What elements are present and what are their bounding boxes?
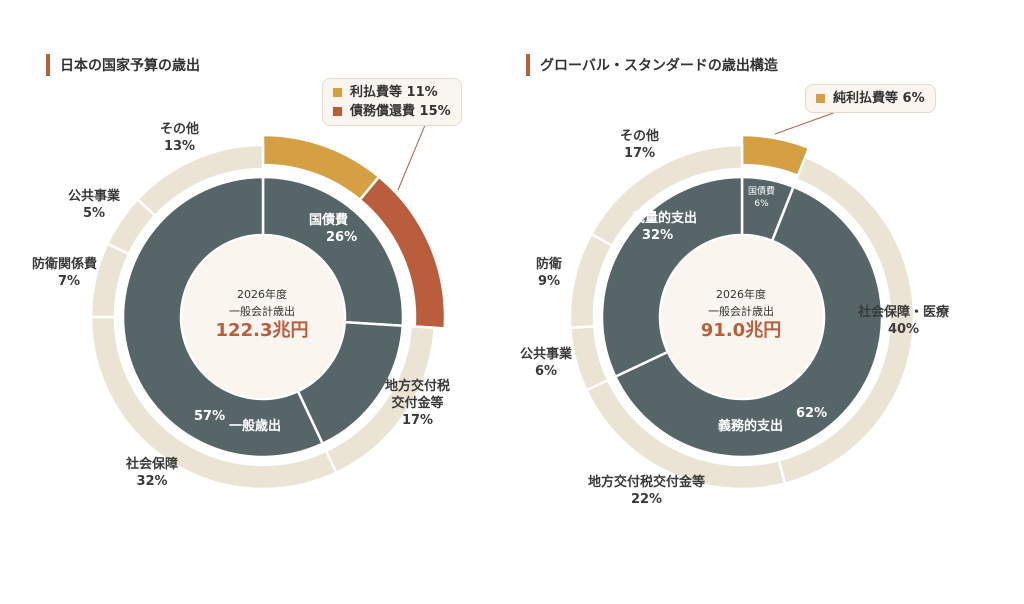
label-ippan-pct: 57%	[194, 409, 226, 424]
label-kokusaihi: 国債費 26%	[300, 212, 357, 246]
legend-swatch	[333, 88, 342, 97]
right-center-summary: 2026年度 一般会計歳出 91.0兆円	[676, 286, 806, 341]
label-ippan-name: 一般歳出	[229, 419, 282, 434]
label-name: 社会保障	[126, 457, 179, 472]
center-year: 2026年度	[716, 288, 766, 301]
label-shakaihosho-iryou: 社会保障・医療 40%	[858, 304, 949, 338]
legend-label: 債務償還費 15%	[350, 104, 451, 119]
center-total: 91.0兆円	[700, 320, 782, 341]
label-name-1: 地方交付税	[385, 379, 451, 394]
label-pct: 6%	[534, 364, 558, 379]
label-name-2: 交付金等	[391, 396, 444, 411]
inner-slice-0	[261, 175, 405, 328]
label-name: 公共事業	[68, 189, 121, 204]
label-pct: 32%	[642, 228, 674, 243]
legend-leader-line	[774, 111, 837, 135]
legend-label: 純利払費等 6%	[833, 91, 925, 106]
label-pct: 26%	[326, 230, 358, 245]
label-name: 防衛	[536, 257, 563, 272]
label-name: 国債費	[309, 213, 349, 228]
left-center-summary: 2026年度 一般会計歳出 122.3兆円	[197, 286, 327, 341]
title-accent-bar	[46, 54, 50, 76]
label-name: 地方交付税交付金等	[588, 475, 706, 490]
label-pct: 13%	[163, 139, 196, 154]
inner-slice-2	[121, 175, 325, 459]
label-bouei: 防衛 9%	[536, 256, 562, 290]
center-caption: 一般会計歳出	[708, 305, 774, 318]
label-kokusaihi: 国債費 6%	[748, 186, 775, 210]
label-koukyou: 公共事業 5%	[68, 188, 120, 222]
label-sonota: その他 17%	[620, 128, 659, 162]
inner-slice-2	[600, 175, 744, 379]
label-name: 防衛関係費	[32, 257, 98, 272]
left-title-text: 日本の国家予算の歳出	[60, 58, 200, 74]
label-name: 社会保障・医療	[858, 305, 950, 320]
center-total: 122.3兆円	[215, 320, 309, 341]
legend-item-interest: 利払費等 11%	[333, 83, 451, 102]
label-name: その他	[160, 122, 200, 137]
legend-item-redemption: 債務償還費 15%	[333, 102, 451, 121]
right-title-text: グローバル・スタンダードの歳出構造	[540, 58, 778, 74]
right-panel-title: グローバル・スタンダードの歳出構造	[526, 52, 778, 78]
outer-slice-5	[589, 143, 744, 248]
label-pct: 7%	[58, 274, 81, 289]
label-name: 国債費	[748, 187, 776, 197]
label-pct: 17%	[623, 146, 656, 161]
label-chihou: 地方交付税 交付金等 17%	[385, 378, 450, 429]
center-disc	[182, 236, 344, 398]
legend-item-net-interest: 純利払費等 6%	[816, 89, 925, 108]
label-name: 公共事業	[520, 347, 573, 362]
label-shakaihosho: 社会保障 32%	[126, 456, 178, 490]
outer-slice-6	[135, 143, 265, 218]
outer-slice-1	[358, 175, 447, 330]
right-legend: 純利払費等 6%	[805, 84, 936, 113]
label-chihou: 地方交付税交付金等 22%	[588, 474, 705, 508]
label-pct: 32%	[136, 474, 168, 489]
label-name: 裁量的支出	[632, 211, 698, 226]
label-gimu-pct: 62%	[796, 406, 828, 421]
outer-slice-0	[740, 133, 811, 178]
label-bouei: 防衛関係費 7%	[32, 256, 97, 290]
label-pct: 17%	[401, 413, 434, 428]
legend-label: 利払費等 11%	[350, 85, 438, 100]
center-disc	[661, 236, 823, 398]
label-sairyou: 裁量的支出 32%	[632, 210, 697, 244]
center-caption: 一般会計歳出	[229, 305, 295, 318]
legend-swatch	[333, 107, 342, 116]
left-panel-title: 日本の国家予算の歳出	[46, 52, 200, 78]
label-sonota: その他 13%	[160, 121, 199, 155]
label-pct: 6%	[754, 199, 769, 209]
label-name: その他	[620, 129, 660, 144]
left-legend: 利払費等 11% 債務償還費 15%	[322, 78, 462, 126]
label-koukyou: 公共事業 6%	[520, 346, 572, 380]
label-gimu-name: 義務的支出	[718, 419, 784, 434]
center-year: 2026年度	[237, 288, 287, 301]
label-pct: 9%	[537, 274, 561, 289]
label-pct: 5%	[82, 206, 106, 221]
legend-swatch	[816, 94, 825, 103]
title-accent-bar	[526, 54, 530, 76]
inner-slice-1	[613, 185, 884, 459]
label-pct: 40%	[887, 322, 920, 337]
label-pct: 22%	[630, 492, 663, 507]
legend-leader-line	[397, 117, 429, 191]
